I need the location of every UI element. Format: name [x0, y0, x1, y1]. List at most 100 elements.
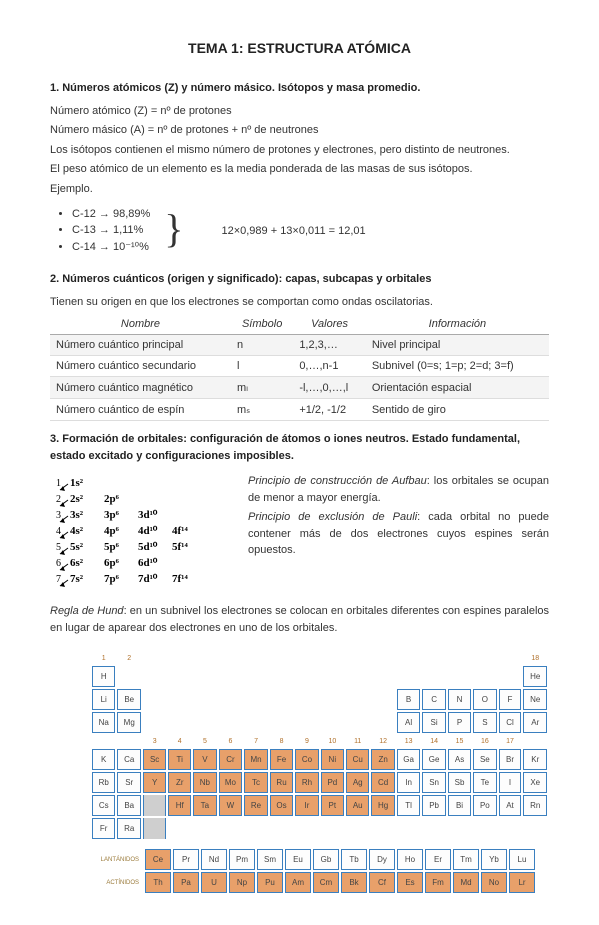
element-cell: Sn [422, 772, 446, 793]
element-cell: Mo [219, 772, 243, 793]
element-cell: Br [499, 749, 522, 770]
element-cell [321, 666, 344, 687]
qn-cell: Subnivel (0=s; 1=p; 2=d; 3=f) [366, 356, 549, 377]
element-cell [143, 712, 166, 733]
element-cell [371, 818, 394, 839]
element-cell [193, 712, 216, 733]
element-cell: Zr [168, 772, 191, 793]
svg-text:4s²: 4s² [70, 525, 84, 537]
element-cell: Hg [371, 795, 394, 816]
element-cell: Md [453, 872, 479, 893]
element-cell [422, 666, 446, 687]
element-cell: Ge [422, 749, 446, 770]
element-cell: Rb [92, 772, 115, 793]
element-cell: Al [397, 712, 421, 733]
svg-text:6p⁶: 6p⁶ [104, 557, 120, 569]
element-cell: U [201, 872, 227, 893]
element-cell [346, 666, 369, 687]
element-cell: Ni [321, 749, 344, 770]
s1-line-3: Los isótopos contienen el mismo número d… [50, 142, 549, 159]
element-cell: Mn [244, 749, 268, 770]
element-cell: Ce [145, 849, 171, 870]
element-cell: Ne [523, 689, 547, 710]
element-cell: W [219, 795, 243, 816]
element-cell [499, 666, 522, 687]
element-cell [219, 689, 243, 710]
element-cell: Re [244, 795, 268, 816]
element-cell [321, 818, 344, 839]
element-cell [244, 689, 268, 710]
element-cell [499, 818, 522, 839]
svg-text:1s²: 1s² [70, 477, 84, 489]
hund-rule-text: : en un subnivel los electrones se coloc… [50, 605, 549, 634]
element-cell: Zn [371, 749, 394, 770]
quantum-number-table: Nombre Símbolo Valores Información Númer… [50, 314, 549, 421]
s1-line-2: Número másico (A) = nº de protones + nº … [50, 122, 549, 139]
svg-text:5f¹⁴: 5f¹⁴ [172, 541, 188, 553]
element-cell: Pr [173, 849, 199, 870]
qn-col-info: Información [366, 314, 549, 335]
qn-cell: Número cuántico principal [50, 335, 231, 356]
element-cell: Pt [321, 795, 344, 816]
element-cell: Bi [448, 795, 471, 816]
s2-intro: Tienen su origen en que los electrones s… [50, 294, 549, 311]
element-cell: Ru [270, 772, 293, 793]
element-cell [473, 666, 496, 687]
qn-cell: Número cuántico secundario [50, 356, 231, 377]
element-cell [168, 818, 191, 839]
element-cell: Cf [369, 872, 395, 893]
element-cell: Np [229, 872, 255, 893]
element-cell [371, 689, 394, 710]
qn-cell: mₛ [231, 399, 293, 421]
element-cell: Tc [244, 772, 268, 793]
element-cell: Li [92, 689, 115, 710]
element-cell: Rn [523, 795, 547, 816]
isotope-item: C-13 → 1,11% [72, 224, 150, 236]
element-cell [168, 666, 191, 687]
element-cell: Sb [448, 772, 471, 793]
element-cell [219, 712, 243, 733]
element-cell: Nb [193, 772, 216, 793]
element-cell [346, 712, 369, 733]
element-cell [193, 689, 216, 710]
element-cell: Am [285, 872, 311, 893]
element-cell [117, 666, 141, 687]
element-cell [193, 666, 216, 687]
element-cell: Yb [481, 849, 507, 870]
element-cell: Rh [295, 772, 318, 793]
aufbau-diagram: 11s²22s²2p⁶33s²3p⁶3d¹⁰44s²4p⁶4d¹⁰4f¹⁴55s… [50, 470, 230, 593]
element-cell: At [499, 795, 522, 816]
svg-text:3s²: 3s² [70, 509, 84, 521]
element-cell: Cl [499, 712, 522, 733]
svg-text:2p⁶: 2p⁶ [104, 493, 120, 505]
section-1-heading: 1. Números atómicos (Z) y número másico.… [50, 80, 549, 97]
svg-text:2: 2 [56, 494, 61, 505]
qn-cell: -l,…,0,…,l [293, 377, 366, 399]
element-cell: Ho [397, 849, 423, 870]
svg-text:4p⁶: 4p⁶ [104, 525, 120, 537]
element-cell: Gb [313, 849, 339, 870]
element-cell [371, 712, 394, 733]
qn-cell: Nivel principal [366, 335, 549, 356]
element-cell: In [397, 772, 421, 793]
element-cell: Ti [168, 749, 191, 770]
svg-text:7s²: 7s² [70, 573, 84, 585]
element-cell: Es [397, 872, 423, 893]
element-cell [295, 818, 318, 839]
element-cell: P [448, 712, 471, 733]
element-cell: B [397, 689, 421, 710]
svg-text:4f¹⁴: 4f¹⁴ [172, 525, 188, 537]
element-cell [143, 818, 166, 839]
periodic-table: 1218HHeLiBeBCNOFNeNaMgAlSiPSClAr34567891… [90, 650, 549, 895]
element-cell: Mg [117, 712, 141, 733]
element-cell [143, 689, 166, 710]
element-cell: S [473, 712, 496, 733]
element-cell: Sm [257, 849, 283, 870]
element-cell: No [481, 872, 507, 893]
element-cell: Cm [313, 872, 339, 893]
element-cell: Ga [397, 749, 421, 770]
element-cell: O [473, 689, 496, 710]
element-cell [244, 818, 268, 839]
qn-col-nombre: Nombre [50, 314, 231, 335]
element-cell [244, 666, 268, 687]
